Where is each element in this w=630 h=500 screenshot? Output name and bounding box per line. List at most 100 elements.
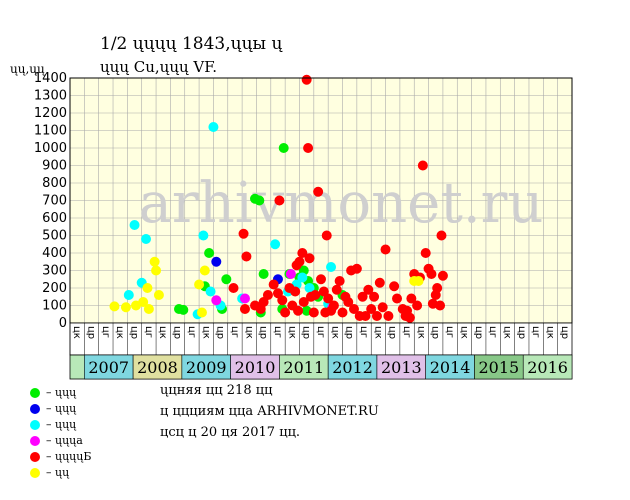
year-label: 2012 — [332, 358, 373, 377]
data-point — [369, 291, 380, 302]
y-tick-label: 500 — [42, 229, 67, 244]
year-cell — [425, 354, 475, 380]
year-label: 2016 — [527, 358, 568, 377]
data-point — [357, 291, 368, 302]
quarter-label: цг — [186, 326, 197, 338]
year-cell — [230, 354, 280, 380]
quarter-label: цк — [458, 326, 469, 339]
data-point — [270, 239, 281, 250]
data-point — [310, 290, 321, 300]
year-cell — [474, 354, 524, 380]
legend-label: – ųųų — [46, 386, 77, 399]
legend-item: – ųųų — [30, 402, 76, 415]
data-point — [343, 297, 354, 307]
data-point — [297, 272, 308, 283]
data-point — [389, 281, 400, 292]
quarter-label: цр — [516, 326, 527, 339]
data-point — [321, 230, 332, 241]
data-point — [437, 270, 448, 281]
quarter-label: цр — [258, 326, 269, 339]
data-point — [204, 248, 215, 258]
data-point — [316, 274, 326, 285]
year-label: 2010 — [235, 358, 276, 377]
y-tick-label: 200 — [42, 281, 67, 296]
legend-item: – ųųų — [30, 418, 76, 431]
quarter-label: цк — [286, 326, 297, 339]
quarter-label: цк — [329, 326, 340, 339]
legend-label: – ųų — [46, 466, 70, 479]
data-point — [141, 234, 152, 244]
data-point — [123, 290, 134, 300]
y-tick-label: 100 — [42, 299, 67, 314]
data-point — [366, 304, 377, 314]
data-point — [334, 276, 345, 286]
data-point — [360, 311, 371, 321]
data-point — [239, 304, 250, 314]
data-point — [337, 307, 348, 318]
data-point — [294, 256, 305, 267]
y-tick-label: 1200 — [34, 106, 67, 121]
legend-marker — [30, 403, 40, 414]
quarter-label: цк — [415, 326, 426, 339]
legend-item: – ųųųа — [30, 434, 83, 447]
year-cell — [84, 354, 134, 380]
legend-label: – ųųų — [46, 402, 77, 415]
legend-label: – ųųų — [46, 418, 77, 431]
quarter-label: цр — [172, 326, 183, 339]
chart-title: 1/2 ųųųų 1843,ųųы ų — [100, 34, 283, 54]
data-point — [258, 269, 269, 279]
data-point — [153, 290, 164, 300]
data-point — [313, 186, 324, 197]
legend-marker — [30, 419, 40, 430]
quarter-label: цр — [301, 326, 312, 339]
data-point — [301, 74, 312, 85]
data-point — [326, 262, 337, 272]
data-point — [280, 307, 291, 318]
year-cell — [181, 354, 231, 380]
data-point — [274, 195, 285, 206]
quarter-label: цр — [387, 326, 398, 339]
data-point — [278, 143, 289, 153]
year-label: 2015 — [478, 358, 519, 377]
legend-marker — [30, 467, 40, 478]
chart-subtitle: ųųų Cu,ųųų VF. — [100, 58, 218, 76]
quarter-label: цр — [559, 326, 570, 339]
data-point — [149, 256, 160, 267]
quarter-label: цк — [71, 326, 82, 339]
data-point — [303, 143, 314, 153]
quarter-label: цк — [372, 326, 383, 339]
data-point — [404, 312, 415, 323]
year-label: 2014 — [430, 358, 471, 377]
data-point — [412, 300, 423, 311]
year-label: 2008 — [137, 358, 178, 377]
data-point — [285, 269, 296, 279]
data-point — [238, 228, 249, 239]
data-point — [138, 297, 149, 307]
legend-item: – ųųųųБ — [30, 450, 91, 463]
data-point — [363, 284, 374, 295]
data-point — [413, 276, 424, 286]
data-point — [151, 265, 162, 276]
note-line: ųцняя цц 218 цц — [160, 383, 273, 398]
data-point — [308, 307, 319, 318]
data-point — [143, 304, 154, 314]
legend-item: – ųųų — [30, 386, 76, 399]
y-tick-label: 1100 — [34, 124, 67, 139]
data-point — [351, 263, 362, 274]
data-point — [371, 311, 382, 321]
year-label: 2009 — [186, 358, 227, 377]
data-point — [426, 269, 437, 279]
data-point — [109, 301, 120, 312]
quarter-label: цр — [473, 326, 484, 339]
quarter-label: цг — [100, 326, 111, 338]
quarter-label: цг — [229, 326, 240, 338]
y-tick-label: 600 — [42, 211, 67, 226]
y-tick-label: 900 — [42, 159, 67, 174]
data-point — [228, 283, 239, 293]
year-cell — [327, 354, 378, 380]
quarter-label: цр — [86, 326, 97, 339]
legend-marker — [30, 451, 40, 462]
data-point — [221, 274, 232, 285]
